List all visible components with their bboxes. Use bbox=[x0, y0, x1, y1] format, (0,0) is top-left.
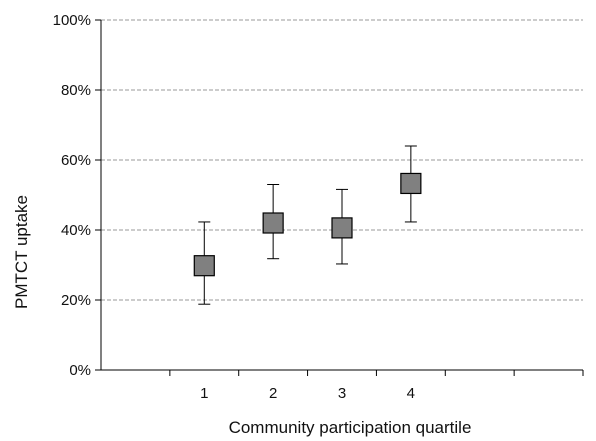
data-point-1 bbox=[193, 255, 215, 277]
data-point-4 bbox=[400, 172, 422, 195]
data-points bbox=[193, 172, 422, 277]
x-tick-label-3: 3 bbox=[338, 385, 346, 402]
tick-marks bbox=[95, 19, 584, 376]
y-tick-label-100: 100% bbox=[53, 12, 91, 29]
y-tick-label-60: 60% bbox=[61, 152, 91, 169]
error-bars bbox=[198, 145, 417, 305]
data-point-2 bbox=[262, 212, 284, 234]
x-tick-label-1: 1 bbox=[200, 385, 208, 402]
x-tick-label-4: 4 bbox=[407, 385, 415, 402]
x-axis-label: Community participation quartile bbox=[229, 418, 472, 437]
data-point-3 bbox=[331, 217, 353, 239]
y-axis-label: PMTCT uptake bbox=[12, 195, 31, 309]
tick-labels: 0% 20% 40% 60% 80% 100% 1 2 3 4 bbox=[53, 12, 415, 402]
y-tick-label-40: 40% bbox=[61, 222, 91, 239]
y-tick-label-20: 20% bbox=[61, 292, 91, 309]
axes bbox=[100, 20, 583, 371]
y-tick-label-80: 80% bbox=[61, 82, 91, 99]
x-tick-label-2: 2 bbox=[269, 385, 277, 402]
y-tick-label-0: 0% bbox=[69, 362, 91, 379]
